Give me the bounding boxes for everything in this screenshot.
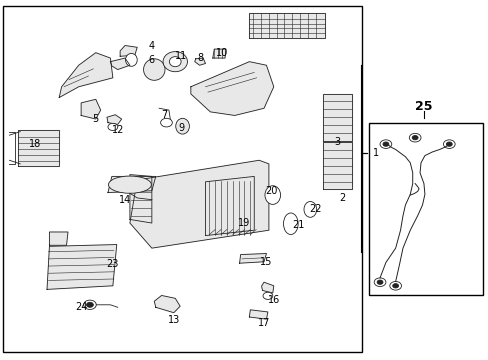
Polygon shape (107, 115, 122, 125)
Text: 24: 24 (75, 302, 87, 312)
Ellipse shape (408, 134, 420, 142)
Polygon shape (212, 49, 225, 58)
Text: 22: 22 (308, 204, 321, 214)
Text: 10: 10 (216, 48, 228, 58)
Polygon shape (154, 296, 180, 313)
Polygon shape (110, 58, 130, 69)
Ellipse shape (125, 53, 137, 66)
Ellipse shape (382, 142, 388, 146)
Bar (3, 6, 361, 352)
Polygon shape (261, 282, 273, 293)
Text: 18: 18 (29, 139, 41, 149)
Text: 15: 15 (260, 257, 272, 267)
Text: 25: 25 (414, 100, 432, 113)
Polygon shape (322, 142, 351, 189)
Polygon shape (49, 232, 68, 245)
Polygon shape (190, 62, 273, 116)
Text: 2: 2 (338, 193, 345, 203)
Ellipse shape (169, 57, 181, 67)
Polygon shape (130, 175, 152, 223)
Text: 1: 1 (372, 148, 378, 158)
Polygon shape (81, 99, 101, 119)
Polygon shape (130, 160, 268, 248)
Ellipse shape (443, 140, 454, 148)
Polygon shape (194, 58, 205, 65)
Polygon shape (59, 53, 113, 98)
Ellipse shape (304, 202, 316, 217)
Text: 19: 19 (238, 218, 250, 228)
Ellipse shape (264, 186, 280, 204)
Ellipse shape (376, 280, 382, 284)
Ellipse shape (379, 140, 391, 148)
Ellipse shape (160, 118, 172, 127)
Text: 8: 8 (197, 53, 203, 63)
Text: 20: 20 (264, 186, 277, 196)
Text: 21: 21 (291, 220, 304, 230)
Text: 11: 11 (175, 51, 187, 61)
Text: 16: 16 (267, 295, 279, 305)
Text: 14: 14 (119, 195, 131, 205)
Ellipse shape (108, 123, 118, 131)
Ellipse shape (263, 292, 272, 300)
Polygon shape (47, 244, 117, 289)
Ellipse shape (86, 302, 93, 307)
Polygon shape (322, 94, 351, 140)
Bar (368, 123, 483, 295)
Polygon shape (249, 13, 325, 39)
Ellipse shape (175, 118, 189, 134)
Ellipse shape (143, 59, 164, 80)
Ellipse shape (392, 284, 398, 288)
Polygon shape (108, 176, 156, 193)
Ellipse shape (446, 142, 451, 146)
Polygon shape (18, 130, 59, 166)
Ellipse shape (163, 51, 187, 72)
Ellipse shape (83, 300, 96, 310)
Ellipse shape (389, 282, 401, 290)
Text: 13: 13 (167, 315, 180, 325)
Text: 5: 5 (92, 114, 99, 124)
Text: 4: 4 (148, 41, 155, 50)
Ellipse shape (283, 213, 298, 234)
Polygon shape (205, 176, 254, 235)
Text: 23: 23 (106, 259, 119, 269)
Ellipse shape (373, 278, 385, 287)
Polygon shape (120, 45, 137, 56)
Ellipse shape (411, 135, 417, 140)
Ellipse shape (108, 176, 151, 193)
Text: 9: 9 (178, 123, 184, 133)
Polygon shape (249, 310, 267, 319)
Text: 12: 12 (111, 125, 123, 135)
Text: 7: 7 (161, 111, 167, 121)
Text: 17: 17 (257, 319, 270, 328)
Text: 6: 6 (148, 55, 155, 65)
Polygon shape (239, 253, 266, 263)
Text: 3: 3 (333, 138, 340, 147)
